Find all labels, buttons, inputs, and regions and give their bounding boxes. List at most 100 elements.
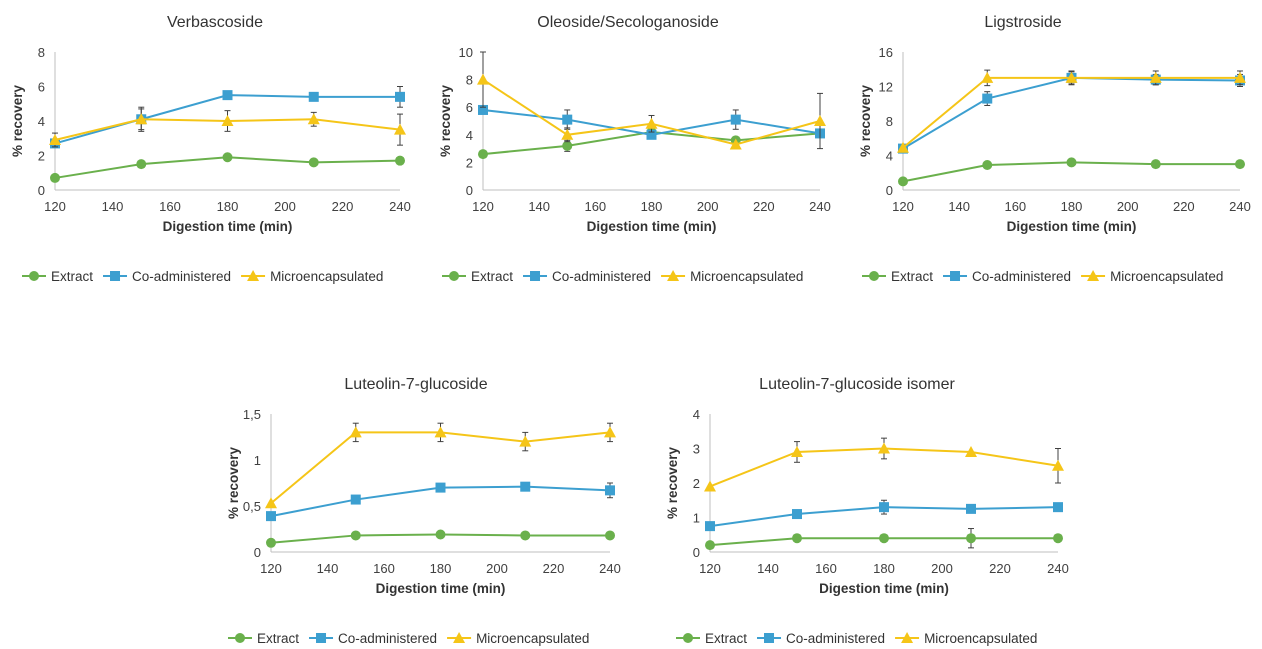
x-tick-label: 140: [528, 199, 550, 214]
legend-marker: [530, 271, 541, 281]
data-point: [222, 90, 233, 101]
x-axis-label: Digestion time (min): [819, 581, 949, 596]
x-tick-label: 140: [757, 561, 779, 576]
y-tick-label: 2: [693, 476, 700, 491]
data-point: [221, 115, 234, 126]
data-point: [1066, 157, 1077, 168]
data-point: [562, 140, 573, 151]
x-tick-label: 200: [1117, 199, 1139, 214]
x-tick-label: 180: [1061, 199, 1083, 214]
chart-title: Luteolin-7-glucoside: [344, 376, 487, 393]
data-point: [520, 481, 531, 492]
x-tick-label: 120: [472, 199, 494, 214]
y-tick-label: 2: [466, 155, 473, 170]
data-point: [435, 529, 446, 540]
y-tick-label: 2: [38, 149, 45, 164]
data-point: [965, 445, 977, 457]
data-point: [519, 435, 532, 447]
x-tick-label: 160: [373, 561, 395, 576]
x-tick-label: 180: [430, 561, 452, 576]
data-point: [1234, 71, 1246, 83]
y-tick-label: 0: [38, 183, 45, 198]
legend-label: Extract: [51, 269, 93, 284]
y-axis-label: % recovery: [226, 446, 241, 519]
y-tick-label: 4: [466, 128, 473, 143]
data-point: [265, 497, 277, 509]
legend-label: Microencapsulated: [1110, 269, 1223, 284]
legend-marker: [235, 633, 245, 643]
x-tick-label: 200: [274, 199, 296, 214]
data-point: [705, 540, 715, 551]
legend-label: Co-administered: [972, 269, 1071, 284]
data-point: [792, 509, 802, 520]
data-point: [308, 157, 319, 168]
x-tick-label: 160: [584, 199, 606, 214]
data-point: [478, 104, 488, 115]
x-tick-label: 200: [931, 561, 953, 576]
data-point: [49, 133, 61, 145]
legend-label: Microencapsulated: [690, 269, 803, 284]
data-point: [982, 159, 993, 170]
y-tick-label: 0: [254, 545, 261, 560]
legend-label: Extract: [257, 631, 299, 646]
legend-marker: [247, 270, 260, 281]
legend-label: Extract: [471, 269, 513, 284]
legend-label: Extract: [705, 631, 747, 646]
data-point: [395, 155, 405, 166]
data-point: [434, 426, 447, 438]
chart-title: Ligstroside: [984, 14, 1061, 31]
legend-marker: [110, 271, 121, 281]
x-tick-label: 240: [1047, 561, 1069, 576]
chart-title: Luteolin-7-glucoside isomer: [759, 376, 955, 393]
series-line: [902, 76, 1240, 149]
legend-marker: [29, 271, 39, 281]
x-axis-label: Digestion time (min): [376, 581, 506, 596]
data-point: [879, 533, 889, 544]
chart-panel: Oleoside/Secologanoside 0 2 4 6 8 10 120 140 160 1…: [438, 14, 831, 284]
data-point: [981, 71, 994, 83]
data-point: [50, 172, 60, 183]
legend-label: Co-administered: [552, 269, 651, 284]
y-tick-label: 4: [886, 149, 893, 164]
y-tick-label: 4: [38, 114, 45, 129]
legend-marker: [453, 632, 466, 643]
data-point: [477, 73, 489, 85]
data-point: [350, 530, 361, 541]
data-point: [395, 91, 405, 102]
y-tick-label: 1,5: [243, 407, 261, 422]
x-tick-label: 160: [1004, 199, 1026, 214]
x-axis-label: Digestion time (min): [163, 219, 293, 234]
series-line: [270, 431, 611, 505]
y-axis-label: % recovery: [665, 446, 680, 519]
legend-label: Co-administered: [786, 631, 885, 646]
x-tick-label: 200: [697, 199, 719, 214]
y-tick-label: 3: [693, 442, 700, 457]
data-point: [814, 115, 826, 126]
y-tick-label: 8: [886, 114, 893, 129]
legend-marker: [950, 271, 961, 281]
legend-label: Microencapsulated: [270, 269, 383, 284]
x-tick-label: 180: [641, 199, 663, 214]
y-axis-label: % recovery: [858, 84, 873, 157]
data-point: [1052, 459, 1064, 471]
data-point: [605, 530, 615, 541]
data-point: [1150, 159, 1161, 170]
legend-marker: [869, 271, 879, 281]
data-point: [222, 152, 233, 163]
data-point: [349, 426, 362, 438]
data-point: [645, 117, 658, 129]
x-tick-label: 220: [1173, 199, 1195, 214]
data-point: [966, 503, 976, 514]
x-tick-label: 120: [44, 199, 66, 214]
x-tick-label: 160: [159, 199, 181, 214]
x-tick-label: 140: [102, 199, 124, 214]
data-point: [136, 159, 147, 170]
data-point: [266, 537, 276, 548]
y-tick-label: 0: [693, 545, 700, 560]
x-tick-label: 240: [599, 561, 621, 576]
x-tick-label: 120: [260, 561, 282, 576]
x-tick-label: 200: [486, 561, 508, 576]
data-point: [729, 138, 742, 150]
y-tick-label: 0: [886, 183, 893, 198]
